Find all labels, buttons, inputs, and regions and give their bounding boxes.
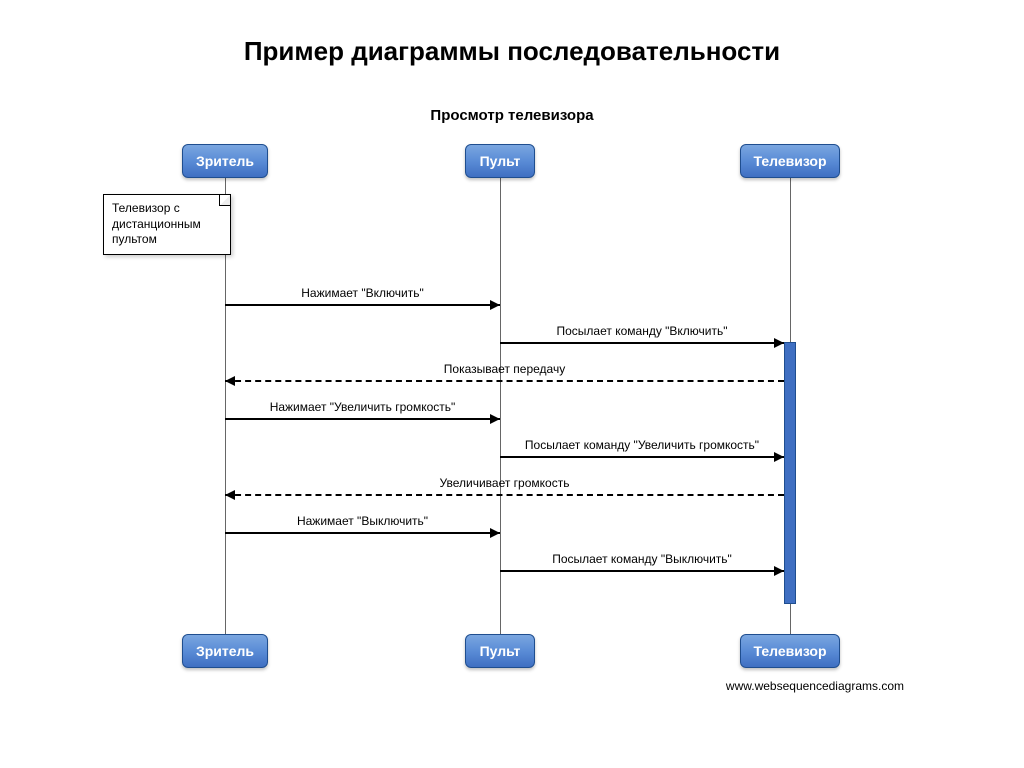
note-line-2: пультом — [112, 232, 222, 248]
message-label-4: Посылает команду "Увеличить громкость" — [500, 438, 784, 452]
arrowhead-3 — [490, 414, 500, 424]
arrowhead-1 — [774, 338, 784, 348]
message-line-4 — [500, 456, 784, 458]
arrowhead-5 — [225, 490, 235, 500]
message-label-1: Посылает команду "Включить" — [500, 324, 784, 338]
message-label-3: Нажимает "Увеличить громкость" — [225, 400, 500, 414]
message-label-2: Показывает передачу — [225, 362, 784, 376]
participant-tv-top: Телевизор — [740, 144, 840, 178]
arrowhead-2 — [225, 376, 235, 386]
note-line-0: Телевизор с — [112, 201, 222, 217]
message-label-6: Нажимает "Выключить" — [225, 514, 500, 528]
attribution-text: www.websequencediagrams.com — [726, 679, 904, 693]
note-box: Телевизор сдистанционнымпультом — [103, 194, 231, 255]
message-line-0 — [225, 304, 500, 306]
participant-tv-bottom: Телевизор — [740, 634, 840, 668]
message-line-2 — [225, 380, 784, 382]
message-line-3 — [225, 418, 500, 420]
diagram-title: Просмотр телевизора — [0, 107, 1024, 124]
note-fold-icon — [219, 195, 230, 206]
message-line-7 — [500, 570, 784, 572]
message-line-5 — [225, 494, 784, 496]
message-line-1 — [500, 342, 784, 344]
arrowhead-4 — [774, 452, 784, 462]
arrowhead-6 — [490, 528, 500, 538]
arrowhead-7 — [774, 566, 784, 576]
message-line-6 — [225, 532, 500, 534]
note-line-1: дистанционным — [112, 217, 222, 233]
participant-remote-bottom: Пульт — [465, 634, 535, 668]
activation-tv — [784, 342, 796, 604]
message-label-7: Посылает команду "Выключить" — [500, 552, 784, 566]
sequence-diagram: Нажимает "Включить" Посылает команду "Вкл… — [0, 124, 1024, 724]
message-label-5: Увеличивает громкость — [225, 476, 784, 490]
participant-remote-top: Пульт — [465, 144, 535, 178]
page-title: Пример диаграммы последовательности — [0, 0, 1024, 67]
message-label-0: Нажимает "Включить" — [225, 286, 500, 300]
arrowhead-0 — [490, 300, 500, 310]
participant-viewer-top: Зритель — [182, 144, 268, 178]
participant-viewer-bottom: Зритель — [182, 634, 268, 668]
